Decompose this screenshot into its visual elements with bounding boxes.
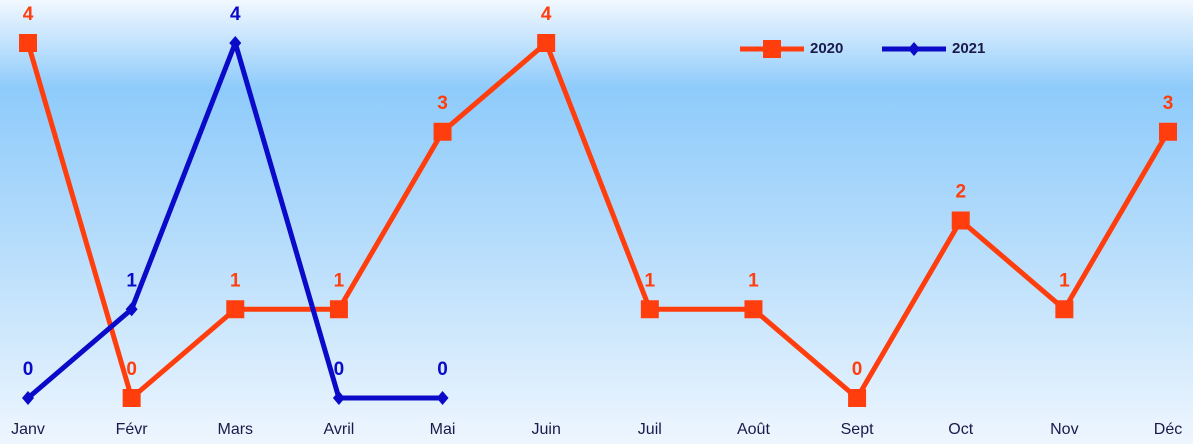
marker: [226, 300, 245, 319]
marker: [908, 42, 920, 56]
line: [25, 40, 1171, 401]
x-tick-label: Févr: [116, 421, 149, 438]
marker: [436, 391, 449, 405]
data-label: 4: [541, 4, 552, 25]
marker: [22, 391, 34, 405]
marker: [1159, 122, 1177, 141]
x-tick-label: Juil: [638, 421, 662, 438]
marker: [125, 302, 138, 317]
marker: [122, 389, 141, 407]
data-label: 1: [748, 270, 759, 291]
data-label: 0: [334, 359, 345, 380]
x-tick-label: Avril: [323, 421, 354, 438]
data-label: 0: [852, 359, 863, 380]
x-tick-label: Sept: [841, 421, 874, 438]
marker: [1055, 300, 1074, 319]
marker: [744, 300, 763, 319]
marker: [433, 122, 452, 141]
x-tick-label: Mars: [217, 421, 253, 438]
x-tick-label: Janv: [11, 421, 45, 438]
x-tick-label: Déc: [1154, 421, 1182, 438]
data-label: 1: [1059, 270, 1070, 291]
data-label: 4: [230, 4, 241, 25]
data-label: 2: [955, 182, 966, 203]
data-label: 1: [645, 270, 656, 291]
x-tick-label: Mai: [430, 421, 456, 438]
data-label: 3: [1163, 93, 1174, 114]
x-tick-label: Août: [737, 421, 770, 438]
marker: [19, 34, 37, 52]
data-label: 0: [437, 359, 448, 380]
marker: [640, 300, 659, 319]
marker: [763, 40, 781, 58]
legend-label: 2021: [952, 40, 985, 57]
marker: [848, 389, 867, 407]
x-tick-label: Nov: [1050, 421, 1078, 438]
data-label: 0: [126, 359, 137, 380]
legend-label: 2020: [810, 40, 843, 57]
marker: [332, 391, 345, 405]
x-tick-label: Oct: [948, 421, 973, 438]
data-label: 4: [23, 4, 34, 25]
marker: [951, 211, 970, 230]
data-label: 1: [334, 270, 345, 291]
marker: [229, 36, 242, 50]
data-label: 3: [437, 93, 448, 114]
marker: [329, 300, 348, 319]
data-label: 1: [126, 270, 137, 291]
data-label: 1: [230, 270, 241, 291]
data-label: 0: [23, 359, 34, 380]
x-tick-label: Juin: [532, 421, 561, 438]
marker: [537, 34, 556, 52]
